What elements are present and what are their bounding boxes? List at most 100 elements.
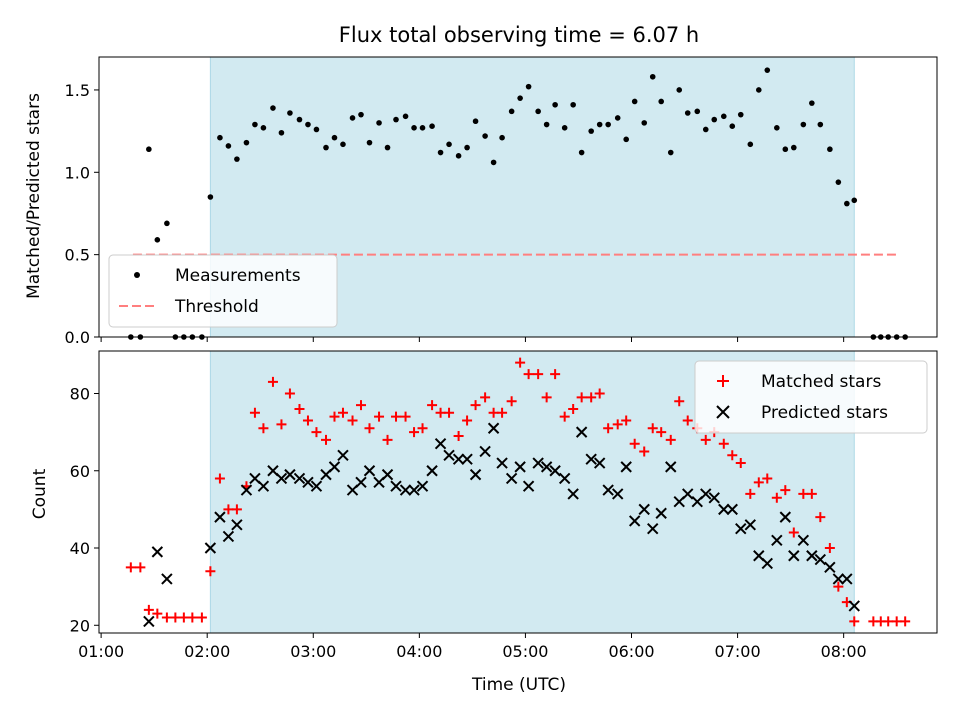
measurement-point [561,125,568,131]
measurement-point [376,120,382,126]
predicted-point [363,465,376,477]
measurement-point [437,149,444,156]
matched-point [762,473,773,484]
measurement-point [800,121,807,128]
measurement-point [702,126,709,133]
matched-point [541,392,552,403]
predicted-point [567,488,579,500]
predicted-point [151,546,164,558]
measurement-point [278,129,285,136]
predicted-point [284,468,296,481]
matched-point [550,369,561,380]
legend-label: Measurements [175,266,301,286]
matched-point [409,427,420,438]
matched-point [374,411,385,422]
legend-label: Threshold [174,297,259,317]
measurement-point [631,98,638,105]
matched-point [329,411,340,422]
predicted-point [293,472,306,485]
matched-point [444,407,455,418]
matched-point [798,488,809,499]
predicted-point [310,480,323,492]
measurement-point [323,144,329,151]
matched-point [276,419,287,430]
matched-point [417,423,428,434]
predicted-point [848,600,860,612]
measurement-point [270,105,276,111]
measurement-point [578,149,585,156]
measurement-point [225,143,232,149]
measurement-point [774,125,780,131]
predicted-point [399,484,412,496]
legend-label: Predicted stars [761,403,888,423]
measurement-point [217,134,223,141]
predicted-point [222,530,235,543]
predicted-point [665,461,677,473]
predicted-point [797,534,810,546]
measurement-point [164,220,170,227]
measurement-point [851,197,858,204]
predicted-point [620,461,632,473]
measurement-point [252,121,258,128]
y-tick-label: 1.0 [65,163,90,182]
measurement-point [817,121,824,128]
matched-point [462,415,473,426]
matched-point [771,492,782,503]
x-tick-label: 07:00 [715,642,761,661]
predicted-point [814,553,827,566]
matched-point [788,527,799,538]
measurement-point [641,120,648,126]
x-tick-label: 02:00 [184,642,230,661]
matched-point [453,430,464,441]
predicted-point [540,461,553,473]
matched-point [700,434,711,445]
predicted-point [452,453,465,465]
matched-point [718,438,729,449]
measurement-point [737,111,744,118]
matched-point [400,411,411,422]
axes-frame [98,56,938,338]
predicted-point [788,550,800,562]
x-tick-label: 06:00 [608,642,654,661]
matched-point [143,604,154,615]
measurement-point [684,110,691,116]
matched-point [833,581,844,592]
matched-point [815,512,826,523]
measurement-point [676,87,683,93]
matched-point [125,562,136,573]
legend-box [108,254,338,328]
matched-point [735,458,746,469]
measurement-point [747,141,754,148]
measurement-point [570,101,576,108]
measurement-point [207,194,214,200]
measurement-point [827,146,833,153]
predicted-point [479,445,491,458]
predicted-point [257,480,270,492]
measurement-point [331,134,338,141]
measurement-point [588,128,594,134]
matched-point [231,504,242,515]
legend-measurement-swatch [134,272,140,278]
measurement-point [543,121,550,128]
measurement-point [844,200,850,207]
predicted-point [726,503,738,516]
measurement-point [464,144,470,151]
predicted-point [602,484,614,496]
matched-point [205,566,216,577]
x-tick-label: 01:00 [78,642,124,661]
top-plot: 0.0 0.5 1.0 1.5 Measurements Threshold [65,56,938,347]
legend-label: Matched stars [761,372,881,392]
y-tick-label: 1.5 [65,81,90,100]
predicted-point [240,484,253,496]
predicted-point [612,488,624,500]
matched-point [178,612,189,623]
measurement-point [146,146,152,153]
predicted-point [761,557,773,570]
predicted-point [143,615,155,628]
predicted-point [532,457,544,469]
measurement-point [552,101,558,108]
measurement-point [508,108,515,115]
matched-point [621,415,632,426]
measurement-point [349,115,356,121]
matched-point [594,388,605,399]
